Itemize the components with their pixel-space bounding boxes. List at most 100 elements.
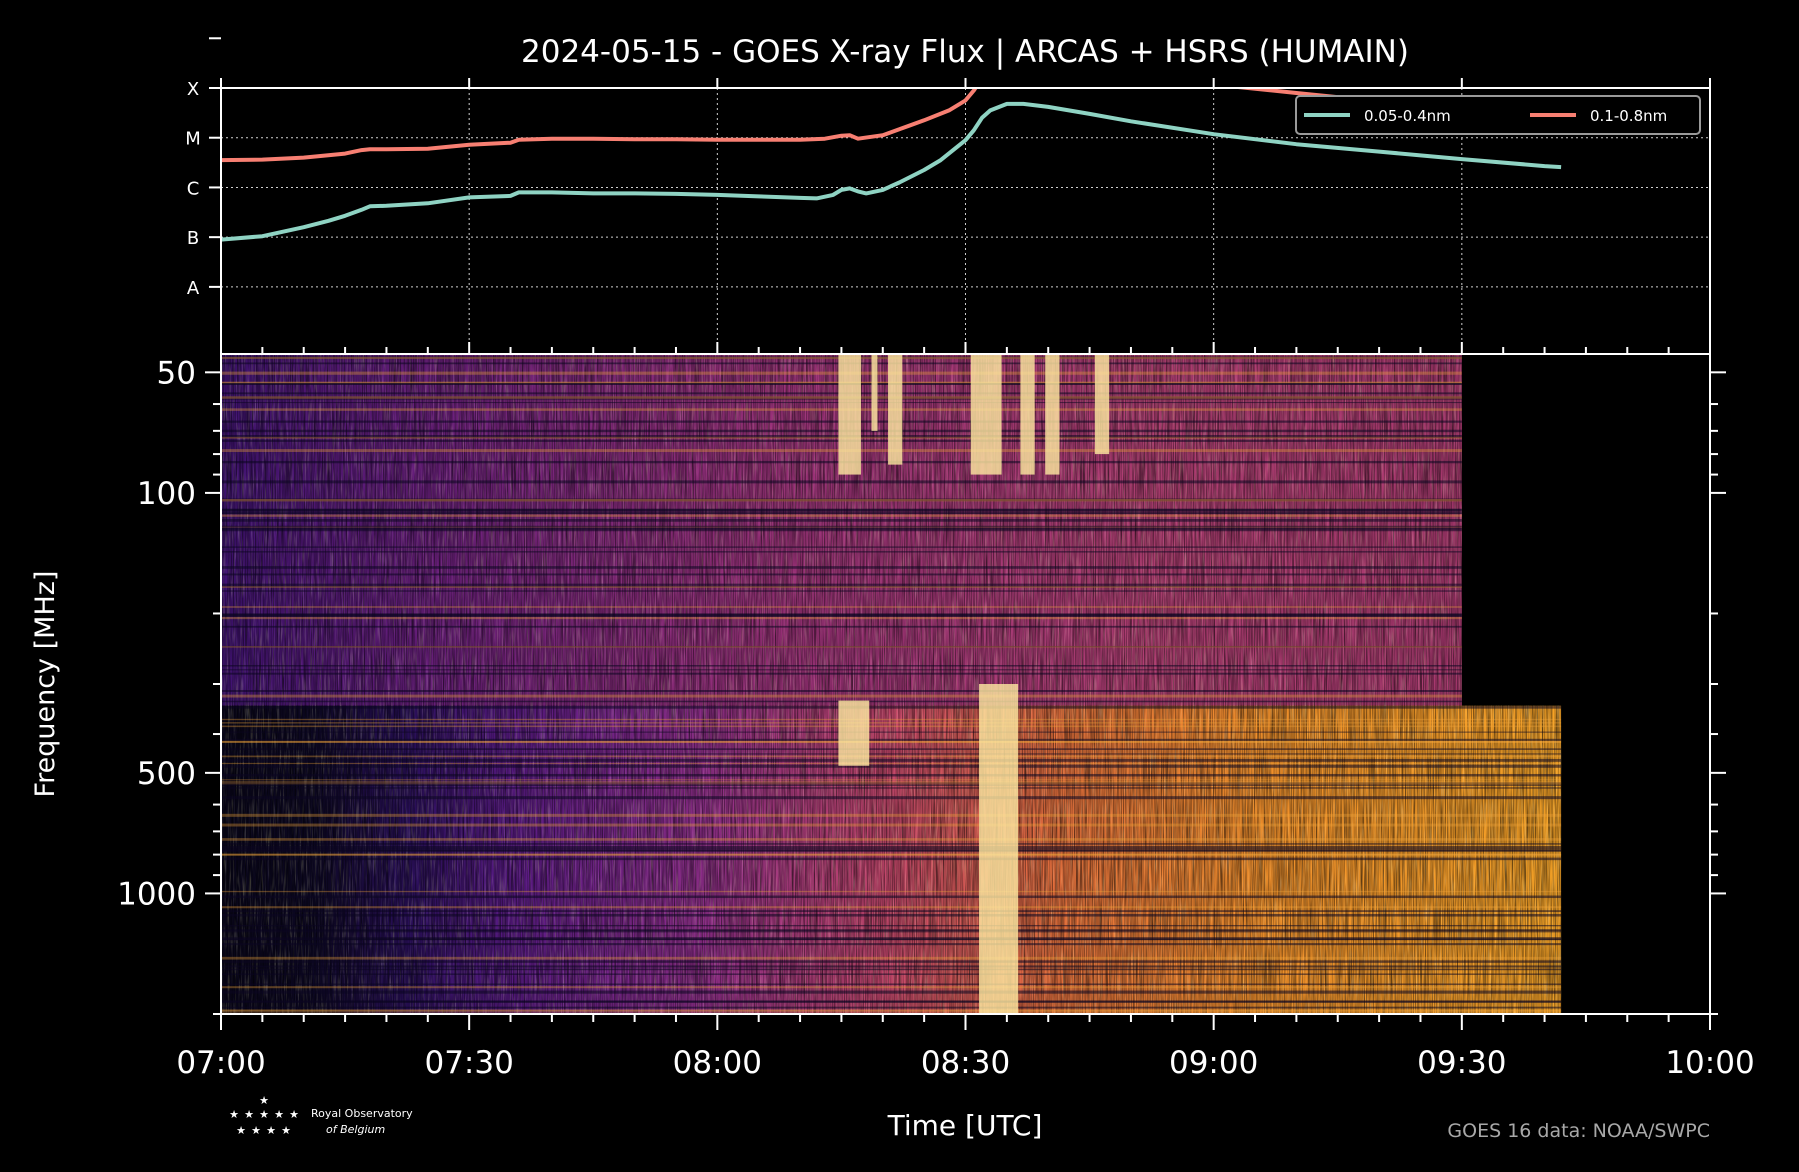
radio-burst	[888, 354, 903, 465]
spectrum-rfi-line	[221, 929, 1562, 933]
svg-text:★: ★	[281, 1124, 291, 1137]
spectrum-rfi-line	[221, 755, 1562, 758]
spectrum-rfi-line	[221, 672, 1462, 675]
spectrum-rfi-line	[221, 740, 1562, 743]
spectrum-rfi-line	[221, 546, 1462, 548]
svg-text:★: ★	[289, 1108, 299, 1121]
spectrum-rfi-line	[221, 1010, 1562, 1013]
spectrum-rfi-line	[221, 551, 1462, 553]
spectrum-rfi-line	[221, 694, 1462, 698]
spectrum-rfi-line	[221, 586, 1462, 588]
spectrum-rfi-line	[221, 787, 1562, 789]
spectrum-rfi-line	[221, 773, 1562, 777]
spectrum-rfi-line	[221, 956, 1562, 960]
spectrum-rfi-line	[221, 625, 1462, 628]
svg-text:★: ★	[229, 1108, 239, 1121]
radio-burst	[1020, 354, 1035, 475]
freq-tick-label: 1000	[117, 876, 196, 912]
data-credit: GOES 16 data: NOAA/SWPC	[1447, 1120, 1710, 1142]
y-axis-label: Frequency [MHz]	[30, 571, 61, 798]
spectrum-rfi-line	[221, 910, 1562, 912]
spectrum-rfi-line	[221, 528, 1462, 532]
spectrum-rfi-line	[221, 848, 1562, 852]
spectrum-rfi-line	[221, 913, 1562, 917]
spectrum-rfi-line	[221, 731, 1562, 733]
logo-stars-icon: ★★ ★ ★ ★ ★★ ★ ★ ★	[229, 1094, 299, 1137]
spectrum-rfi-line	[221, 990, 1562, 994]
spectrum-rfi-line	[221, 740, 1562, 743]
legend-entry-label: 0.1-0.8nm	[1590, 107, 1667, 125]
spectrum-rfi-line	[221, 853, 1562, 856]
spectrum-rfi-line	[221, 498, 1462, 502]
spectrum-rfi-line	[221, 1009, 1562, 1011]
flux-legend: 0.05-0.4nm 0.1-0.8nm	[1295, 95, 1701, 135]
spectrum-rfi-line	[221, 606, 1462, 608]
spectrum-rfi-line	[221, 1006, 1562, 1009]
spectrum-rfi-line	[221, 738, 1562, 742]
spectrum-rfi-line	[221, 718, 1562, 721]
spectrum-rfi-line	[221, 968, 1562, 971]
radio-burst	[1045, 354, 1060, 475]
spectrum-rfi-line	[221, 890, 1562, 893]
spectrum-rfi-line	[221, 480, 1462, 484]
spectrum-rfi-line	[221, 583, 1462, 586]
spectrum-rfi-line	[221, 924, 1562, 927]
spectrum-rfi-line	[221, 527, 1462, 530]
spectrum-rfi-line	[221, 782, 1562, 784]
radio-spectrum-panel: 50 100 500 1000 07:00 07:30 08:00 08:30 09:00 09:…	[117, 353, 1755, 1081]
flux-ytick-label: A	[187, 278, 200, 299]
flux-series-line-1	[221, 88, 1562, 163]
spectrum-rfi-line	[221, 525, 1462, 528]
spectrum-rfi-line	[221, 986, 1562, 989]
spectrum-rfi-line	[221, 646, 1462, 648]
spectrum-rfi-line	[221, 748, 1562, 750]
svg-text:★: ★	[274, 1108, 284, 1121]
flux-ytick-label: C	[187, 178, 200, 199]
spectrum-rfi-line	[221, 613, 1462, 617]
svg-text:★: ★	[244, 1108, 254, 1121]
spectrum-rfi-line	[221, 823, 1562, 827]
spectrum-rfi-line	[221, 590, 1462, 592]
flux-ytick-label: X	[187, 79, 199, 100]
radio-burst	[838, 700, 870, 766]
spectrum-rfi-line	[221, 753, 1562, 755]
logo-line-1: Royal Observatory	[311, 1107, 413, 1120]
svg-text:★: ★	[259, 1108, 269, 1121]
svg-text:★: ★	[259, 1094, 269, 1107]
spectrum-rfi-line	[221, 764, 1562, 768]
spectrum-rfi-line	[221, 512, 1462, 515]
legend-frame	[1295, 95, 1701, 135]
spectrum-rfi-line	[221, 838, 1562, 841]
flux-ytick-label: B	[187, 228, 199, 249]
freq-tick-label: 100	[137, 476, 196, 512]
spectrum-rfi-line	[221, 585, 1462, 588]
radio-burst	[871, 354, 878, 431]
time-tick-label: 07:30	[424, 1045, 513, 1081]
chart-title: 2024-05-15 - GOES X-ray Flux | ARCAS + H…	[521, 34, 1409, 70]
freq-tick-label: 50	[157, 355, 196, 391]
spectrum-rfi-line	[221, 973, 1562, 975]
spectrum-rfi-line	[221, 929, 1562, 931]
spectrum-rfi-line	[221, 762, 1562, 765]
spectrum-rfi-line	[221, 843, 1562, 845]
spectrum-rfi-line	[221, 758, 1562, 762]
time-tick-label: 08:30	[921, 1045, 1010, 1081]
legend-entry-label: 0.05-0.4nm	[1364, 107, 1451, 125]
time-tick-label: 10:00	[1665, 1045, 1754, 1081]
time-tick-label: 07:00	[176, 1045, 265, 1081]
spectrum-rfi-line	[221, 722, 1562, 724]
spectrum-rfi-line	[221, 514, 1462, 517]
spectrum-rfi-line	[221, 690, 1462, 692]
spectrum-rfi-line	[221, 796, 1562, 800]
spectrum-rfi-line	[221, 943, 1562, 946]
x-axis-label: Time [UTC]	[887, 1109, 1043, 1142]
spectrum-rfi-line	[221, 725, 1562, 728]
spectrum-rfi-line	[221, 646, 1462, 648]
spectrum-rfi-line	[221, 937, 1562, 941]
flux-ytick-label: M	[185, 129, 201, 150]
spectrum-rfi-line	[221, 850, 1562, 852]
spectrum-rfi-line	[221, 960, 1562, 963]
svg-text:★: ★	[266, 1124, 276, 1137]
spectrum-rfi-line	[221, 784, 1562, 786]
